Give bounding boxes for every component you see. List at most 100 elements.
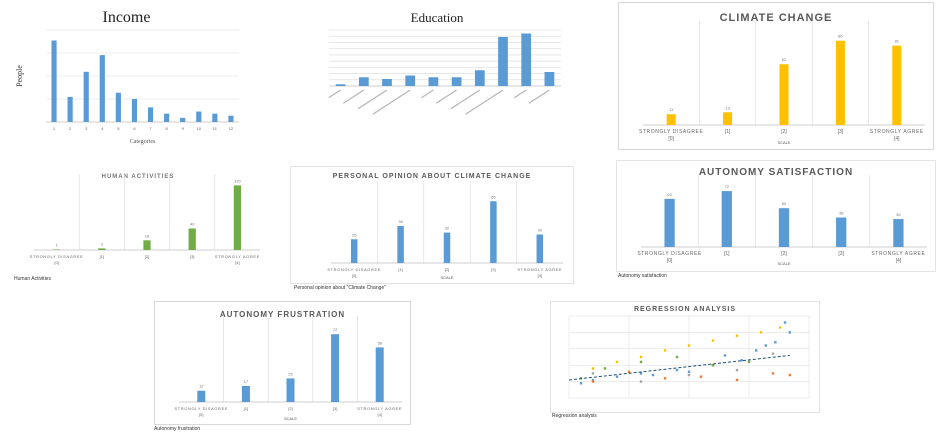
bar bbox=[893, 219, 904, 247]
bar bbox=[147, 107, 154, 122]
data-point bbox=[639, 372, 643, 375]
x-tick-label: [1] bbox=[398, 267, 402, 272]
chart-title: PERSONAL OPINION ABOUT CLIMATE CHANGE bbox=[332, 173, 532, 180]
bar bbox=[498, 37, 508, 86]
data-point bbox=[675, 368, 679, 372]
x-axis-title: SCALE bbox=[777, 140, 790, 145]
human-plot: 1 3 18 40 120 STRONGLY DISAGREE[0] [1] [2] [3] ST… bbox=[30, 174, 260, 265]
data-label: 62 bbox=[782, 57, 787, 62]
chart-title: AUTONOMY SATISFACTION bbox=[698, 167, 854, 178]
human-activities-chart-panel: HUMAN ACTIVITIES 1 3 18 40 120 STRONGLY DISAG… bbox=[12, 170, 264, 274]
x-tick-label bbox=[528, 89, 550, 104]
x-tick-label: 9 bbox=[182, 126, 185, 131]
bar bbox=[52, 249, 61, 250]
y-axis-title: People bbox=[15, 65, 24, 87]
figure-caption: Human Activities bbox=[14, 276, 51, 282]
data-label: 30 bbox=[538, 228, 543, 233]
opinion-plot: 25 39 32 65 30 STRONGLY DISAGREE[0] [1] [2] [3] S… bbox=[327, 181, 563, 280]
figure-caption: Autonomy frustration bbox=[154, 426, 201, 432]
x-tick-label: [4] bbox=[377, 412, 381, 417]
x-tick-label bbox=[372, 89, 411, 115]
x-tick-label: 4 bbox=[101, 126, 104, 131]
climate-change-chart-panel: CLIMATE CHANGE 11 13 62 86 81 STRONGLY DISAGR… bbox=[618, 2, 934, 150]
data-point bbox=[663, 377, 667, 380]
x-tick-label: 6 bbox=[133, 126, 136, 131]
x-tick-label: [3] bbox=[491, 267, 495, 272]
x-tick-label: [0] bbox=[199, 412, 203, 417]
data-label: 25 bbox=[288, 371, 293, 376]
data-point bbox=[783, 321, 787, 324]
data-label: 36 bbox=[896, 212, 901, 217]
x-tick-label: [2] bbox=[288, 406, 292, 411]
bar bbox=[51, 40, 57, 122]
x-tick-label: [2] bbox=[445, 267, 449, 272]
x-tick-label bbox=[450, 89, 481, 110]
autsat-plot: 62 72 50 38 36 STRONGLY DISAGREE[0] [1] [2] [3] S… bbox=[637, 175, 927, 266]
x-tick-label: STRONGLY AGREE bbox=[517, 267, 562, 272]
data-label: 39 bbox=[398, 219, 403, 224]
data-point bbox=[615, 360, 619, 364]
data-point bbox=[711, 364, 715, 367]
x-tick-label: STRONGLY AGREE bbox=[870, 129, 924, 135]
x-tick-label: STRONGLY AGREE bbox=[215, 254, 260, 259]
data-point bbox=[615, 375, 619, 378]
data-label: 12 bbox=[199, 384, 204, 389]
bar bbox=[428, 77, 439, 86]
data-label: 13 bbox=[725, 105, 730, 110]
data-label: 11 bbox=[669, 107, 674, 112]
bar bbox=[544, 72, 555, 86]
chart-title: CLIMATE CHANGE bbox=[719, 12, 833, 24]
regression-analysis-chart-panel: REGRESSION ANALYSIS bbox=[550, 301, 820, 413]
x-tick-label: [1] bbox=[244, 406, 248, 411]
bar bbox=[241, 386, 250, 402]
data-label: 62 bbox=[667, 192, 672, 197]
data-label: 58 bbox=[377, 340, 382, 345]
bar bbox=[778, 208, 790, 247]
x-tick-label: STRONGLY DISAGREE bbox=[174, 406, 228, 411]
data-point bbox=[735, 334, 739, 337]
bar bbox=[779, 64, 789, 125]
x-tick-label: [1] bbox=[724, 251, 730, 257]
x-tick-label: [0] bbox=[352, 273, 356, 278]
bar bbox=[836, 217, 847, 247]
bar bbox=[536, 234, 544, 263]
x-tick-label: [2] bbox=[781, 129, 787, 135]
x-tick-label bbox=[421, 89, 434, 99]
x-tick-label: STRONGLY DISAGREE bbox=[639, 129, 704, 135]
bar bbox=[892, 45, 902, 126]
data-point bbox=[591, 372, 595, 375]
bar bbox=[196, 111, 202, 122]
data-point bbox=[747, 360, 751, 364]
bar bbox=[197, 390, 206, 402]
trend-line bbox=[568, 354, 790, 381]
x-tick-label: 11 bbox=[213, 126, 218, 131]
x-tick-label bbox=[343, 89, 365, 104]
x-tick-label bbox=[328, 89, 341, 99]
x-tick-label: [0] bbox=[668, 136, 674, 142]
income-chart-panel: Income 1 2 3 4 5 6 7 8 9 10 11 12 Categories People bbox=[8, 2, 245, 148]
data-point bbox=[651, 373, 655, 377]
data-point bbox=[779, 326, 782, 329]
bar bbox=[180, 117, 186, 122]
bar bbox=[212, 113, 218, 122]
x-tick-label: [4] bbox=[538, 273, 542, 278]
bar bbox=[131, 99, 138, 122]
data-point bbox=[627, 370, 631, 373]
x-tick-label: [3] bbox=[838, 129, 844, 135]
x-tick-label: [2] bbox=[781, 251, 787, 257]
bar bbox=[405, 75, 416, 86]
x-tick-label: 12 bbox=[229, 126, 234, 131]
bar bbox=[99, 55, 105, 122]
bar bbox=[115, 92, 121, 122]
bar bbox=[143, 240, 151, 250]
x-tick-label: [2] bbox=[145, 254, 149, 259]
data-point bbox=[735, 368, 739, 372]
x-tick-label: 5 bbox=[117, 126, 120, 131]
x-tick-label: STRONGLY AGREE bbox=[871, 251, 925, 257]
regression-plot bbox=[568, 315, 810, 399]
data-point bbox=[740, 359, 743, 362]
data-label: 50 bbox=[782, 201, 787, 206]
data-point bbox=[774, 341, 777, 344]
data-label: 25 bbox=[352, 232, 357, 237]
data-label: 86 bbox=[838, 34, 843, 39]
